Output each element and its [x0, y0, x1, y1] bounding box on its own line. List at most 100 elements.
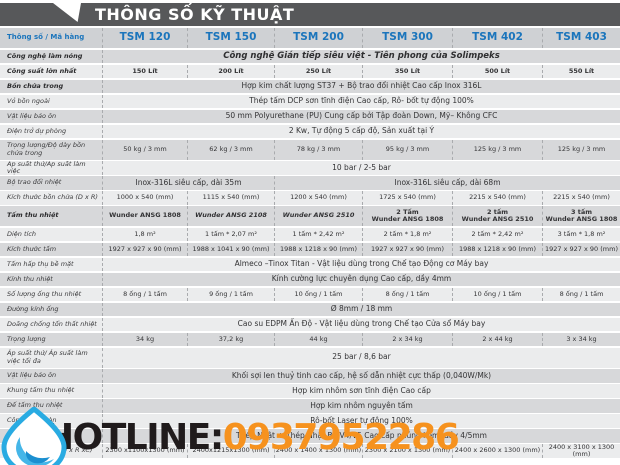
row-label: Khung tấm thu nhiệt — [0, 384, 103, 398]
row-value: 1927 x 927 x 90 (mm) — [545, 244, 618, 253]
row-value-span: Almeco –Tinox Titan - Vật liệu dùng tron… — [234, 259, 489, 269]
row-value: 2 tấm * 2,42 m² — [453, 227, 543, 241]
row-value: 2 Tấm Wunder ANSG 1808 — [363, 206, 453, 226]
row-value: 125 kg / 3 mm — [453, 139, 543, 160]
row-value: 1115 x 540 (mm) — [188, 191, 275, 205]
row-value: Wunder ANSG 2108 — [188, 206, 275, 226]
row-value: 350 Lít — [363, 64, 453, 78]
corner-label: Thông số / Mã hàng — [0, 28, 103, 48]
row-label: Doăng chống tổn thất nhiệt — [0, 317, 103, 331]
table-row: Vật liệu bảo ôn 50 mm Polyurethane (PU) C… — [0, 109, 620, 123]
row-value: 3 tấm Wunder ANSG 1808 — [545, 207, 618, 223]
row-value: 2 tấm * 1,8 m² — [363, 227, 453, 241]
row-value: 44 kg — [275, 332, 363, 346]
row-value-span: Kính cường lực chuyên dụng Cao cấp, dầy … — [271, 274, 452, 284]
row-label: Bồn chứa trong — [0, 79, 103, 93]
table-row: Áp suất thử/Áp suất làm việc 10 bar / 2-5… — [0, 161, 620, 175]
row-value-span: Hợp kim nhôm sơn tĩnh điện Cao cấp — [292, 385, 431, 395]
hotline-watermark: HOTLINE:0937952286 — [44, 417, 460, 458]
row-value: 150 Lít — [103, 64, 188, 78]
row-value: 2400 x 2600 x 1300 (mm) — [453, 444, 543, 458]
table-row: Tấm hấp thụ bề mặt Almeco –Tinox Titan - … — [0, 257, 620, 271]
row-value: 1988 x 1218 x 90 (mm) — [275, 242, 363, 256]
table-row: Đế tấm thu nhiệt Hợp kim nhôm nguyên tấm — [0, 399, 620, 413]
table-row: Công nghệ làm nóng Công nghệ Gián tiếp si… — [0, 49, 620, 63]
row-value-span: Khối sợi len thuỷ tinh cao cấp, hệ số dẫ… — [231, 370, 492, 380]
row-value: 2300 x1100x1300 (mm) — [103, 444, 188, 458]
row-value: 50 kg / 3 mm — [103, 139, 188, 160]
hotline-phone: 0937952286 — [222, 417, 460, 458]
row-label: Diện tích — [0, 227, 103, 241]
row-label: Công suất lớn nhất — [0, 64, 103, 78]
row-value: 95 kg / 3 mm — [363, 139, 453, 160]
row-value-span: Thép tấm DCP sơn tĩnh điện Cao cấp, Rô- … — [249, 96, 474, 106]
row-value-span: Hợp kim nhôm nguyên tấm — [310, 400, 413, 410]
table-row: Doăng chống tổn thất nhiệt Cao su EDPM Ấn… — [0, 317, 620, 331]
table-row: Diện tích 1,8 m² 1 tấm * 2,07 m² 1 tấm * 2,… — [0, 227, 620, 241]
row-value: 1725 x 540 (mm) — [363, 191, 453, 205]
row-value: 1927 x 927 x 90 (mm) — [363, 242, 453, 256]
row-value: 250 Lít — [275, 64, 363, 78]
row-value: 1988 x 1218 x 90 (mm) — [453, 242, 543, 256]
row-value-split: Inox-316L siêu cấp, dài 35m — [103, 176, 275, 190]
row-value: 2 x 44 kg — [453, 332, 543, 346]
row-value: 8 ống / 1 tấm — [103, 287, 188, 301]
title-bar: THÔNG SỐ KỸ THUẬT — [0, 3, 620, 26]
row-value: 125 kg / 3 mm — [557, 144, 606, 153]
row-value: 2300 x 2100 x 1300 (mm) — [363, 444, 453, 458]
table-row: Kích thước tấm 1927 x 927 x 90 (mm) 1988 x… — [0, 242, 620, 256]
row-label: Kích thước bồn chứa (D x R) — [0, 191, 103, 205]
table-row: Kính thu nhiệt Kính cường lực chuyên dụng… — [0, 272, 620, 286]
row-label: Áp suất thử/ Áp suất làm việc tối đa — [0, 347, 103, 368]
table-row: Số lượng ống thu nhiệt 8 ống / 1 tấm 9 ống… — [0, 287, 620, 301]
row-value: 2400 x 1400 x 1300 (mm) — [275, 444, 363, 458]
table-row: Khung tấm thu nhiệt Hợp kim nhôm sơn tĩnh… — [0, 384, 620, 398]
model-header-tsm-403: TSM 403 — [556, 31, 607, 44]
row-value: Wunder ANSG 1808 — [103, 206, 188, 226]
row-value: 34 kg — [103, 332, 188, 346]
table-row: Áp suất thử/ Áp suất làm việc tối đa 25 b… — [0, 347, 620, 368]
page-title: THÔNG SỐ KỸ THUẬT — [95, 5, 295, 24]
row-value: 3 tấm * 1,8 m² — [557, 229, 606, 238]
row-value: 8 ống / 1 tấm — [559, 289, 604, 298]
row-value: 37,2 kg — [188, 332, 275, 346]
row-value: 62 kg / 3 mm — [188, 139, 275, 160]
model-header-tsm-402: TSM 402 — [453, 28, 543, 48]
row-label: Đế tấm thu nhiệt — [0, 399, 103, 413]
table-row: Vỏ bồn ngoài Thép tấm DCP sơn tĩnh điện C… — [0, 94, 620, 108]
row-value: 1 tấm * 2,07 m² — [188, 227, 275, 241]
row-value: 2400 x 3100 x 1300 (mm) — [548, 444, 615, 458]
row-value: 550 Lít — [568, 66, 595, 75]
row-label: Áp suất thử/Áp suất làm việc — [0, 161, 103, 175]
table-row: Kích thước máy (D x R xC)2300 x1100x1300… — [0, 444, 620, 458]
row-value-span: Thép Nhật + Thép Nhật Bề V4/V5 Cao cấp n… — [235, 430, 487, 440]
table-row: Kích thước bồn chứa (D x R) 1000 x 540 (m… — [0, 191, 620, 205]
row-value: 9 ống / 1 tấm — [188, 287, 275, 301]
row-label: Trọng lượng/Độ dày bồn chứa trong — [0, 139, 103, 160]
table-row: Bồn chứa trong Hợp kim chất lượng ST37 + … — [0, 79, 620, 93]
row-label: Số lượng ống thu nhiệt — [0, 287, 103, 301]
hotline-label: HOTLINE: — [44, 417, 224, 458]
table-row: Bộ trao đổi nhiệt Inox-316L siêu cấp, dài… — [0, 176, 620, 190]
row-value: 500 Lít — [453, 64, 543, 78]
row-label: Tấm hấp thụ bề mặt — [0, 257, 103, 271]
row-value-split: Inox-316L siêu cấp, dài 68m — [394, 177, 501, 187]
row-value-span: 50 mm Polyurethane (PU) Cung cấp bởi Tập… — [225, 111, 498, 121]
row-value-span: 25 bar / 8,6 bar — [332, 352, 391, 362]
row-value: 1000 x 540 (mm) — [103, 191, 188, 205]
row-value: 1 tấm * 2,42 m² — [275, 227, 363, 241]
row-label: Bộ trao đổi nhiệt — [0, 176, 103, 190]
row-value-span: 2 Kw, Tự động 5 cấp độ, Sản xuất tại Ý — [288, 126, 435, 136]
water-drop-logo — [1, 407, 67, 465]
row-label: Đường kính ống — [0, 302, 103, 316]
row-value-span: Công nghệ Gián tiếp siêu việt - Tiên pho… — [223, 50, 500, 61]
model-header-tsm-300: TSM 300 — [363, 28, 453, 48]
table-row: Chân máyThép Nhật + Thép Nhật Bề V4/V5 C… — [0, 429, 620, 443]
model-header-tsm-120: TSM 120 — [103, 28, 188, 48]
row-label: Vật liệu bảo ôn — [0, 369, 103, 383]
row-label: Kính thu nhiệt — [0, 272, 103, 286]
row-value: 2 x 34 kg — [363, 332, 453, 346]
row-value-span: Hợp kim chất lượng ST37 + Bộ trao đổi nh… — [241, 81, 482, 91]
row-value: 1200 x 540 (mm) — [275, 191, 363, 205]
table-row: Trọng lượng/Độ dày bồn chứa trong 50 kg /… — [0, 139, 620, 160]
